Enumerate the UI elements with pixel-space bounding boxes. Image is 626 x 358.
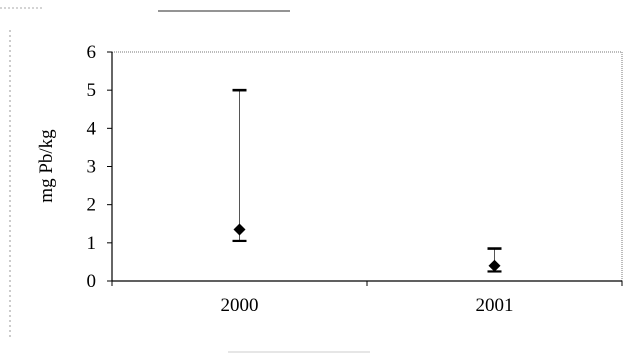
y-tick-label: 3 xyxy=(87,157,97,178)
x-ticks: 2000 2001 xyxy=(111,281,623,316)
y-tick-label: 6 xyxy=(87,42,97,63)
plot-area xyxy=(111,51,623,282)
y-ticks: 0 1 2 3 4 5 6 xyxy=(87,42,112,292)
y-tick-label: 4 xyxy=(87,118,97,139)
data-point-diamond xyxy=(488,259,501,272)
y-tick-label: 1 xyxy=(87,233,97,254)
data-point-diamond xyxy=(233,223,246,236)
y-tick-label: 0 xyxy=(87,271,97,292)
y-tick-label: 2 xyxy=(87,195,97,216)
x-category-label: 2001 xyxy=(476,295,514,316)
y-axis-title: mg Pb/kg xyxy=(36,129,57,203)
y-tick-label: 5 xyxy=(87,80,97,101)
x-category-label: 2000 xyxy=(221,295,259,316)
scan-artifacts xyxy=(0,7,370,353)
data-marks xyxy=(232,88,502,273)
